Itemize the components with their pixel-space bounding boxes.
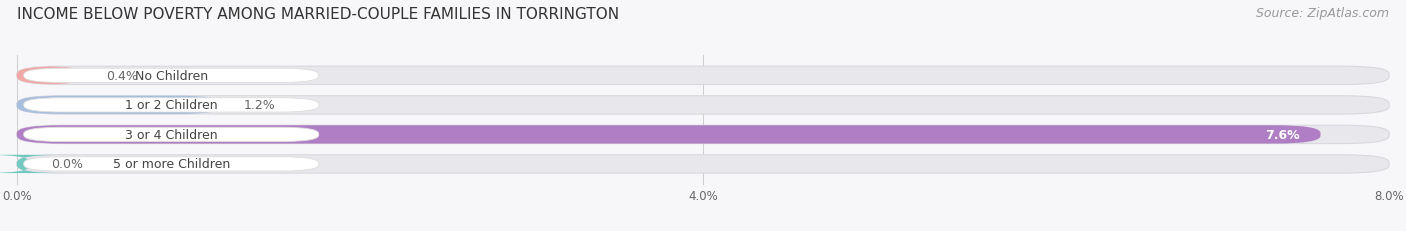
FancyBboxPatch shape bbox=[17, 96, 222, 115]
Text: 7.6%: 7.6% bbox=[1265, 128, 1301, 141]
Text: 0.4%: 0.4% bbox=[105, 70, 138, 82]
Text: 3 or 4 Children: 3 or 4 Children bbox=[125, 128, 218, 141]
Text: 5 or more Children: 5 or more Children bbox=[112, 158, 229, 171]
Text: No Children: No Children bbox=[135, 70, 208, 82]
FancyBboxPatch shape bbox=[24, 69, 319, 83]
FancyBboxPatch shape bbox=[17, 126, 1389, 144]
FancyBboxPatch shape bbox=[17, 67, 86, 85]
Text: 1 or 2 Children: 1 or 2 Children bbox=[125, 99, 218, 112]
FancyBboxPatch shape bbox=[17, 67, 1389, 85]
Text: 1.2%: 1.2% bbox=[243, 99, 276, 112]
FancyBboxPatch shape bbox=[17, 126, 1320, 144]
FancyBboxPatch shape bbox=[24, 98, 319, 112]
FancyBboxPatch shape bbox=[24, 157, 319, 171]
Text: Source: ZipAtlas.com: Source: ZipAtlas.com bbox=[1256, 7, 1389, 20]
Text: INCOME BELOW POVERTY AMONG MARRIED-COUPLE FAMILIES IN TORRINGTON: INCOME BELOW POVERTY AMONG MARRIED-COUPL… bbox=[17, 7, 619, 22]
FancyBboxPatch shape bbox=[17, 96, 1389, 115]
FancyBboxPatch shape bbox=[0, 155, 62, 173]
FancyBboxPatch shape bbox=[24, 128, 319, 142]
Text: 0.0%: 0.0% bbox=[51, 158, 83, 171]
FancyBboxPatch shape bbox=[17, 155, 1389, 173]
